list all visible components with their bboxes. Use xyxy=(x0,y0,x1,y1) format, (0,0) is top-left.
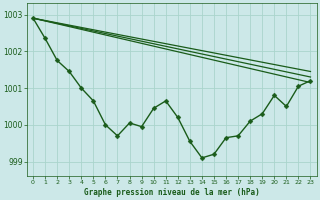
X-axis label: Graphe pression niveau de la mer (hPa): Graphe pression niveau de la mer (hPa) xyxy=(84,188,260,197)
